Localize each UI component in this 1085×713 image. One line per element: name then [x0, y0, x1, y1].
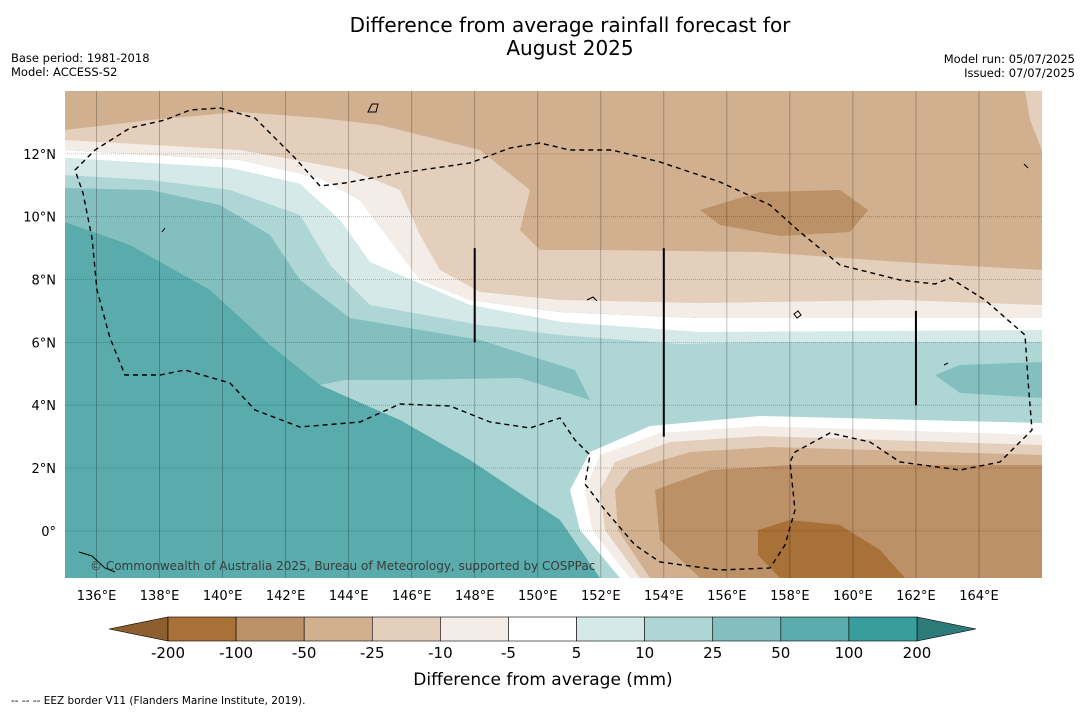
- island-marker: [943, 362, 949, 366]
- island-marker: [793, 310, 802, 319]
- anomaly-fields: [65, 91, 1042, 578]
- colorbar-level-label: 200: [903, 644, 932, 662]
- island-marker: [78, 551, 116, 573]
- colorbar-swatch: [576, 616, 645, 642]
- model-text: Model: ACCESS-S2: [11, 65, 118, 79]
- lon-tick-label: 138°E: [140, 589, 180, 604]
- eez-border: [74, 107, 1033, 571]
- lat-tick-label: 12°N: [23, 148, 56, 163]
- map-title-line-2: August 2025: [506, 36, 634, 60]
- base-period-info: Base period: 1981-2018 Model: ACCESS-S2: [11, 51, 150, 79]
- colorbar-level-label: -25: [360, 644, 385, 662]
- colorbar-under-triangle: [108, 616, 169, 642]
- copyright-text: © Commonwealth of Australia 2025, Bureau…: [90, 559, 595, 573]
- field-minus-50-100-mm-south: [655, 465, 1042, 578]
- colorbar-swatch: [644, 616, 714, 642]
- island-marker: [161, 227, 166, 233]
- colorbar-swatch: [235, 616, 305, 642]
- field-minus-50-100-mm-north: [65, 91, 300, 130]
- colorbar-level-label: 5: [572, 644, 582, 662]
- colorbar-level-label: -200: [151, 644, 185, 662]
- colorbar-level-label: -100: [219, 644, 253, 662]
- lon-tick-label: 150°E: [518, 589, 558, 604]
- field-25-50-mm-east: [935, 362, 1042, 398]
- lat-tick-label: 8°N: [32, 274, 57, 289]
- lon-tick-label: 164°E: [959, 589, 999, 604]
- colorbar: -200 -100 -50 -25 -10 -5 5 10 25 50 100 200: [108, 616, 977, 662]
- lat-tick-label: 4°N: [32, 399, 57, 414]
- colorbar-swatch: [848, 616, 918, 642]
- model-run-text: Model run: 05/07/2025: [943, 52, 1075, 66]
- island-marker: [1023, 163, 1029, 169]
- lon-tick-label: 142°E: [266, 589, 306, 604]
- model-run-info: Model run: 05/07/2025 Issued: 07/07/2025: [944, 52, 1075, 80]
- colorbar-level-label: 50: [771, 644, 790, 662]
- lon-tick-label: 162°E: [896, 589, 936, 604]
- lat-tick-label: 10°N: [23, 211, 56, 226]
- colorbar-swatch: [712, 616, 782, 642]
- island-marker: [586, 296, 598, 302]
- colorbar-swatch: [371, 616, 441, 642]
- colorbar-swatch: [440, 616, 509, 642]
- field-10-25-mm: [65, 160, 1042, 578]
- colorbar-level-label: -5: [501, 644, 516, 662]
- lon-tick-label: 154°E: [644, 589, 684, 604]
- field-minus-100-200-mm: [758, 520, 905, 578]
- map-grid: [65, 91, 1042, 578]
- field-5-10-mm: [65, 158, 1042, 344]
- issued-text: Issued: 07/07/2025: [964, 66, 1075, 80]
- lon-tick-label: 144°E: [329, 589, 369, 604]
- lon-tick-label: 158°E: [770, 589, 810, 604]
- lon-tick-label: 156°E: [707, 589, 747, 604]
- colorbar-over-triangle: [916, 616, 977, 642]
- colorbar-level-label: -50: [292, 644, 317, 662]
- colorbar-swatch: [303, 616, 373, 642]
- eez-footnote: -- -- -- EEZ border V11 (Flanders Marine…: [11, 695, 306, 707]
- island-marker: [367, 103, 379, 113]
- lon-tick-label: 152°E: [581, 589, 621, 604]
- colorbar-level-label: 25: [703, 644, 722, 662]
- colorbar-swatch: [508, 616, 577, 642]
- map-title-line-1: Difference from average rainfall forecas…: [349, 13, 791, 37]
- map-title: Difference from average rainfall forecas…: [0, 14, 1085, 60]
- colorbar-level-label: -10: [428, 644, 453, 662]
- colorbar-swatch: [167, 616, 237, 642]
- longitude-labels: 136°E 138°E 140°E 142°E 144°E 146°E 148°E 150°E…: [77, 589, 999, 604]
- lon-tick-label: 146°E: [392, 589, 432, 604]
- lon-tick-label: 160°E: [833, 589, 873, 604]
- field-minus-50-100-mm: [700, 190, 868, 236]
- base-period-text: Base period: 1981-2018: [11, 51, 150, 65]
- islands: [78, 103, 1029, 573]
- lat-tick-label: 2°N: [32, 462, 57, 477]
- regional-dividers: [473, 248, 917, 437]
- colorbar-level-label: 10: [635, 644, 654, 662]
- lat-tick-label: 6°N: [32, 336, 57, 351]
- lon-tick-label: 140°E: [203, 589, 243, 604]
- lon-tick-label: 136°E: [77, 589, 117, 604]
- colorbar-swatch: [780, 616, 850, 642]
- colorbar-title: Difference from average (mm): [413, 670, 672, 690]
- lat-tick-label: 0°: [41, 525, 56, 540]
- colorbar-level-label: 100: [835, 644, 864, 662]
- latitude-labels: 12°N 10°N 8°N 6°N 4°N 2°N 0°: [23, 148, 56, 540]
- lon-tick-label: 148°E: [455, 589, 495, 604]
